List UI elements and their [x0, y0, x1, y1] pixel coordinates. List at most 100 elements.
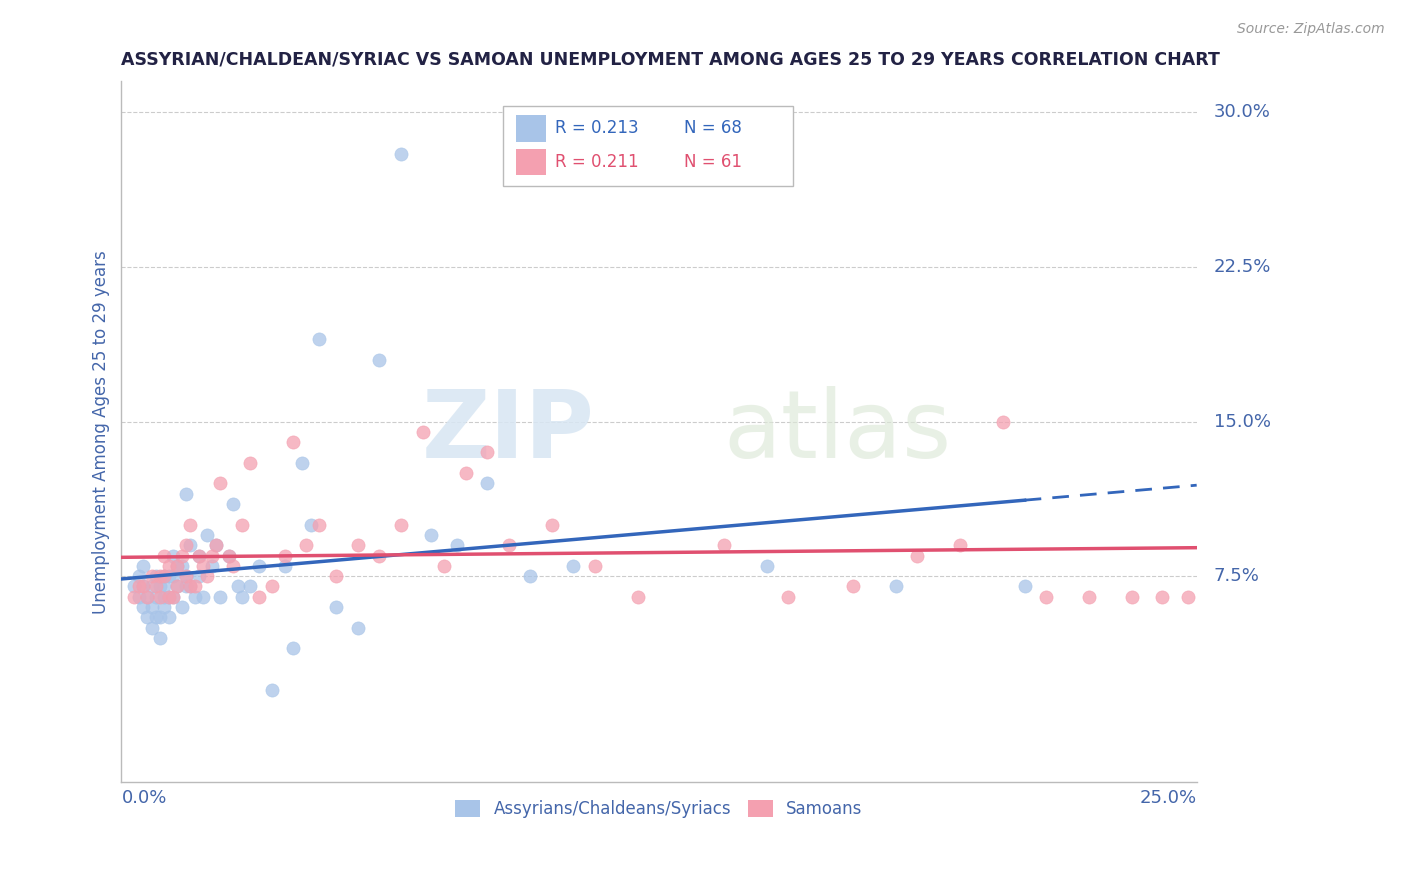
Point [949, 538, 972, 552]
Text: Source: ZipAtlas.com: Source: ZipAtlas.com [1237, 22, 1385, 37]
Point [191, 558, 214, 573]
Point [291, 456, 314, 470]
Text: 15.0%: 15.0% [1213, 412, 1271, 431]
Point [128, 579, 150, 593]
Point [162, 590, 184, 604]
FancyBboxPatch shape [516, 149, 546, 176]
Text: 7.5%: 7.5% [1213, 567, 1260, 585]
Point [162, 590, 184, 604]
Point [222, 558, 245, 573]
Point [187, 569, 209, 583]
Point [157, 569, 180, 583]
Point [174, 538, 197, 552]
Point [201, 558, 224, 573]
Point [197, 528, 219, 542]
Point [128, 569, 150, 583]
Text: ASSYRIAN/CHALDEAN/SYRIAC VS SAMOAN UNEMPLOYMENT AMONG AGES 25 TO 29 YEARS CORREL: ASSYRIAN/CHALDEAN/SYRIAC VS SAMOAN UNEMP… [121, 51, 1220, 69]
Point [475, 445, 498, 459]
Point [205, 538, 228, 552]
Point [412, 425, 434, 439]
Point [274, 558, 297, 573]
Point [153, 579, 176, 593]
Point [991, 415, 1014, 429]
Point [446, 538, 468, 552]
Text: 0.0%: 0.0% [121, 789, 167, 806]
Point [713, 538, 735, 552]
Point [128, 590, 150, 604]
Point [368, 549, 391, 563]
Point [308, 517, 330, 532]
Point [179, 579, 201, 593]
FancyBboxPatch shape [516, 115, 546, 142]
Point [170, 549, 193, 563]
Point [183, 590, 205, 604]
Point [141, 569, 163, 583]
Text: atlas: atlas [724, 386, 952, 478]
Point [145, 579, 167, 593]
Point [218, 549, 240, 563]
Point [205, 538, 228, 552]
Point [283, 641, 305, 656]
Point [454, 466, 477, 480]
Point [191, 590, 214, 604]
Point [389, 146, 412, 161]
Point [153, 569, 176, 583]
Point [153, 600, 176, 615]
Point [149, 579, 172, 593]
Point [583, 558, 606, 573]
Point [179, 579, 201, 593]
Point [626, 590, 648, 604]
Point [166, 558, 188, 573]
Point [1152, 590, 1174, 604]
Point [247, 558, 270, 573]
Point [231, 590, 253, 604]
Point [141, 600, 163, 615]
Point [905, 549, 928, 563]
Text: R = 0.213: R = 0.213 [555, 120, 638, 137]
Point [420, 528, 443, 542]
Point [368, 352, 391, 367]
Point [149, 590, 172, 604]
Point [389, 517, 412, 532]
Point [153, 549, 176, 563]
Point [209, 476, 232, 491]
Point [562, 558, 585, 573]
Point [1078, 590, 1101, 604]
Point [136, 590, 159, 604]
Point [162, 549, 184, 563]
Point [132, 600, 155, 615]
Point [260, 682, 283, 697]
Point [197, 569, 219, 583]
Point [239, 456, 262, 470]
Point [174, 569, 197, 583]
Point [475, 476, 498, 491]
Point [145, 569, 167, 583]
Point [308, 332, 330, 346]
Point [162, 569, 184, 583]
Point [183, 579, 205, 593]
Point [498, 538, 520, 552]
Point [124, 579, 146, 593]
Point [174, 579, 197, 593]
Point [179, 538, 201, 552]
Point [157, 610, 180, 624]
Point [132, 558, 155, 573]
Point [283, 435, 305, 450]
FancyBboxPatch shape [503, 106, 793, 186]
Point [231, 517, 253, 532]
Point [239, 579, 262, 593]
Point [222, 497, 245, 511]
Point [174, 486, 197, 500]
Point [187, 549, 209, 563]
Text: 25.0%: 25.0% [1139, 789, 1197, 806]
Point [519, 569, 541, 583]
Point [201, 549, 224, 563]
Text: 22.5%: 22.5% [1213, 258, 1271, 276]
Point [325, 569, 347, 583]
Point [299, 517, 322, 532]
Point [149, 569, 172, 583]
Point [132, 579, 155, 593]
Point [1035, 590, 1057, 604]
Point [132, 579, 155, 593]
Point [841, 579, 863, 593]
